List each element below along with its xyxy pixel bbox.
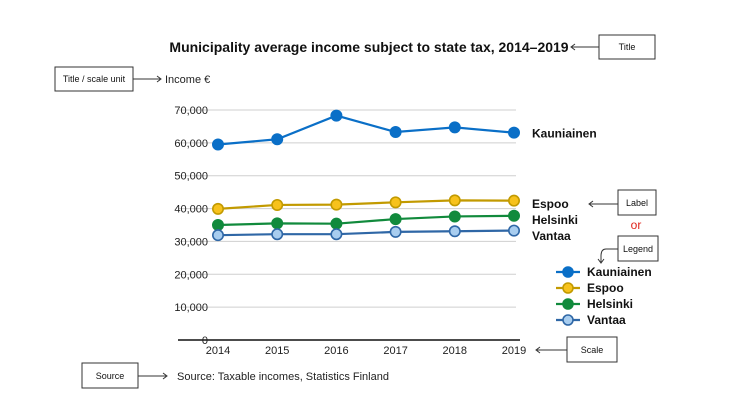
title-annotation: Title bbox=[570, 34, 656, 60]
legend-item-vantaa: Vantaa bbox=[556, 313, 626, 327]
legend-marker-icon bbox=[562, 266, 574, 278]
source-annotation-text: Source bbox=[96, 371, 125, 381]
or-text: or bbox=[631, 218, 642, 232]
x-tick-label: 2016 bbox=[324, 345, 348, 357]
data-point bbox=[448, 210, 461, 223]
y-tick-label: 30,000 bbox=[174, 236, 208, 248]
y-tick-label: 0 bbox=[202, 335, 208, 347]
y-tick-label: 40,000 bbox=[174, 204, 208, 216]
legend-label: Espoo bbox=[587, 281, 624, 295]
scale-annotation-box bbox=[566, 336, 618, 363]
data-point bbox=[448, 121, 461, 134]
unit-arrow-head-icon bbox=[156, 75, 162, 83]
data-point bbox=[330, 109, 343, 122]
x-tick-label: 2015 bbox=[265, 345, 289, 357]
legend-marker-icon bbox=[562, 298, 574, 310]
x-tick-label: 2014 bbox=[206, 345, 230, 357]
source-text: Source: Taxable incomes, Statistics Finl… bbox=[177, 371, 389, 383]
legend-annotation: Legend bbox=[597, 235, 659, 264]
series-kauniainen bbox=[212, 109, 520, 151]
x-tick-label: 2018 bbox=[443, 345, 467, 357]
series-helsinki bbox=[212, 209, 520, 232]
gridlines bbox=[178, 109, 520, 341]
legend-arrow-head-icon bbox=[597, 258, 605, 264]
legend-annotation-text: Legend bbox=[623, 244, 653, 254]
series-line bbox=[217, 199, 515, 210]
y-axis-ticks: 0 10,000 20,000 30,000 40,000 50,000 60,000 70,… bbox=[174, 105, 208, 347]
series-line bbox=[217, 114, 515, 146]
series-end-labels: Kauniainen Espoo Helsinki Vantaa bbox=[532, 127, 597, 243]
scale-annotation-text: Scale bbox=[581, 345, 604, 355]
title-annotation-text: Title bbox=[619, 42, 636, 52]
data-point bbox=[389, 225, 402, 238]
unit-annotation: Title / scale unit bbox=[54, 66, 162, 92]
y-tick-label: 50,000 bbox=[174, 171, 208, 183]
legend-item-kauniainen: Kauniainen bbox=[556, 265, 652, 279]
series-end-label: Espoo bbox=[532, 197, 569, 211]
data-point bbox=[389, 196, 402, 209]
data-point bbox=[389, 126, 402, 139]
x-tick-label: 2017 bbox=[383, 345, 407, 357]
series-line bbox=[217, 214, 515, 227]
label-annotation: Label bbox=[588, 189, 657, 216]
source-arrow-head-icon bbox=[162, 372, 168, 380]
legend: Kauniainen Espoo Helsinki Vantaa bbox=[556, 265, 652, 327]
data-point bbox=[507, 126, 520, 139]
legend-marker-icon bbox=[562, 282, 574, 294]
data-point bbox=[448, 225, 461, 238]
legend-arrow-line bbox=[600, 248, 618, 262]
title-annotation-box bbox=[598, 34, 656, 60]
legend-item-helsinki: Helsinki bbox=[556, 297, 633, 311]
title-arrow-head-icon bbox=[570, 43, 576, 51]
series-espoo bbox=[212, 194, 520, 215]
data-point bbox=[271, 133, 284, 146]
data-point bbox=[448, 194, 461, 207]
data-point bbox=[212, 202, 225, 215]
label-annotation-box bbox=[617, 189, 657, 216]
y-tick-label: 60,000 bbox=[174, 138, 208, 150]
x-tick-label: 2019 bbox=[502, 345, 526, 357]
data-point bbox=[507, 194, 520, 207]
label-arrow-head-icon bbox=[588, 200, 594, 208]
data-point bbox=[330, 198, 343, 211]
label-annotation-text: Label bbox=[626, 198, 648, 208]
x-axis-ticks: 2014 2015 2016 2017 2018 2019 bbox=[206, 345, 526, 357]
unit-annotation-text: Title / scale unit bbox=[63, 74, 126, 84]
unit-annotation-box bbox=[54, 66, 134, 92]
data-point bbox=[271, 228, 284, 241]
data-point bbox=[271, 198, 284, 211]
scale-annotation: Scale bbox=[535, 336, 618, 363]
legend-label: Vantaa bbox=[587, 313, 626, 327]
data-point bbox=[212, 219, 225, 232]
scale-arrow-head-icon bbox=[535, 346, 541, 354]
series-vantaa bbox=[212, 224, 520, 242]
data-point bbox=[330, 228, 343, 241]
y-tick-label: 10,000 bbox=[174, 302, 208, 314]
legend-marker-icon bbox=[562, 314, 574, 326]
series-end-label: Vantaa bbox=[532, 229, 571, 243]
legend-item-espoo: Espoo bbox=[556, 281, 624, 295]
legend-annotation-box bbox=[617, 235, 659, 262]
data-point bbox=[507, 224, 520, 237]
y-tick-label: 70,000 bbox=[174, 105, 208, 117]
series-end-label: Helsinki bbox=[532, 213, 578, 227]
series-lines bbox=[212, 109, 520, 242]
chart-title: Municipality average income subject to s… bbox=[169, 39, 568, 55]
data-point bbox=[507, 209, 520, 222]
data-point bbox=[330, 217, 343, 230]
legend-label: Kauniainen bbox=[587, 265, 652, 279]
y-tick-label: 20,000 bbox=[174, 269, 208, 281]
data-point bbox=[271, 217, 284, 230]
y-axis-unit-label: Income € bbox=[165, 74, 210, 86]
data-point bbox=[212, 138, 225, 151]
legend-label: Helsinki bbox=[587, 297, 633, 311]
data-point bbox=[389, 213, 402, 226]
source-annotation: Source bbox=[81, 362, 168, 389]
series-line bbox=[217, 229, 515, 237]
series-end-label: Kauniainen bbox=[532, 127, 597, 141]
data-point bbox=[212, 229, 225, 242]
